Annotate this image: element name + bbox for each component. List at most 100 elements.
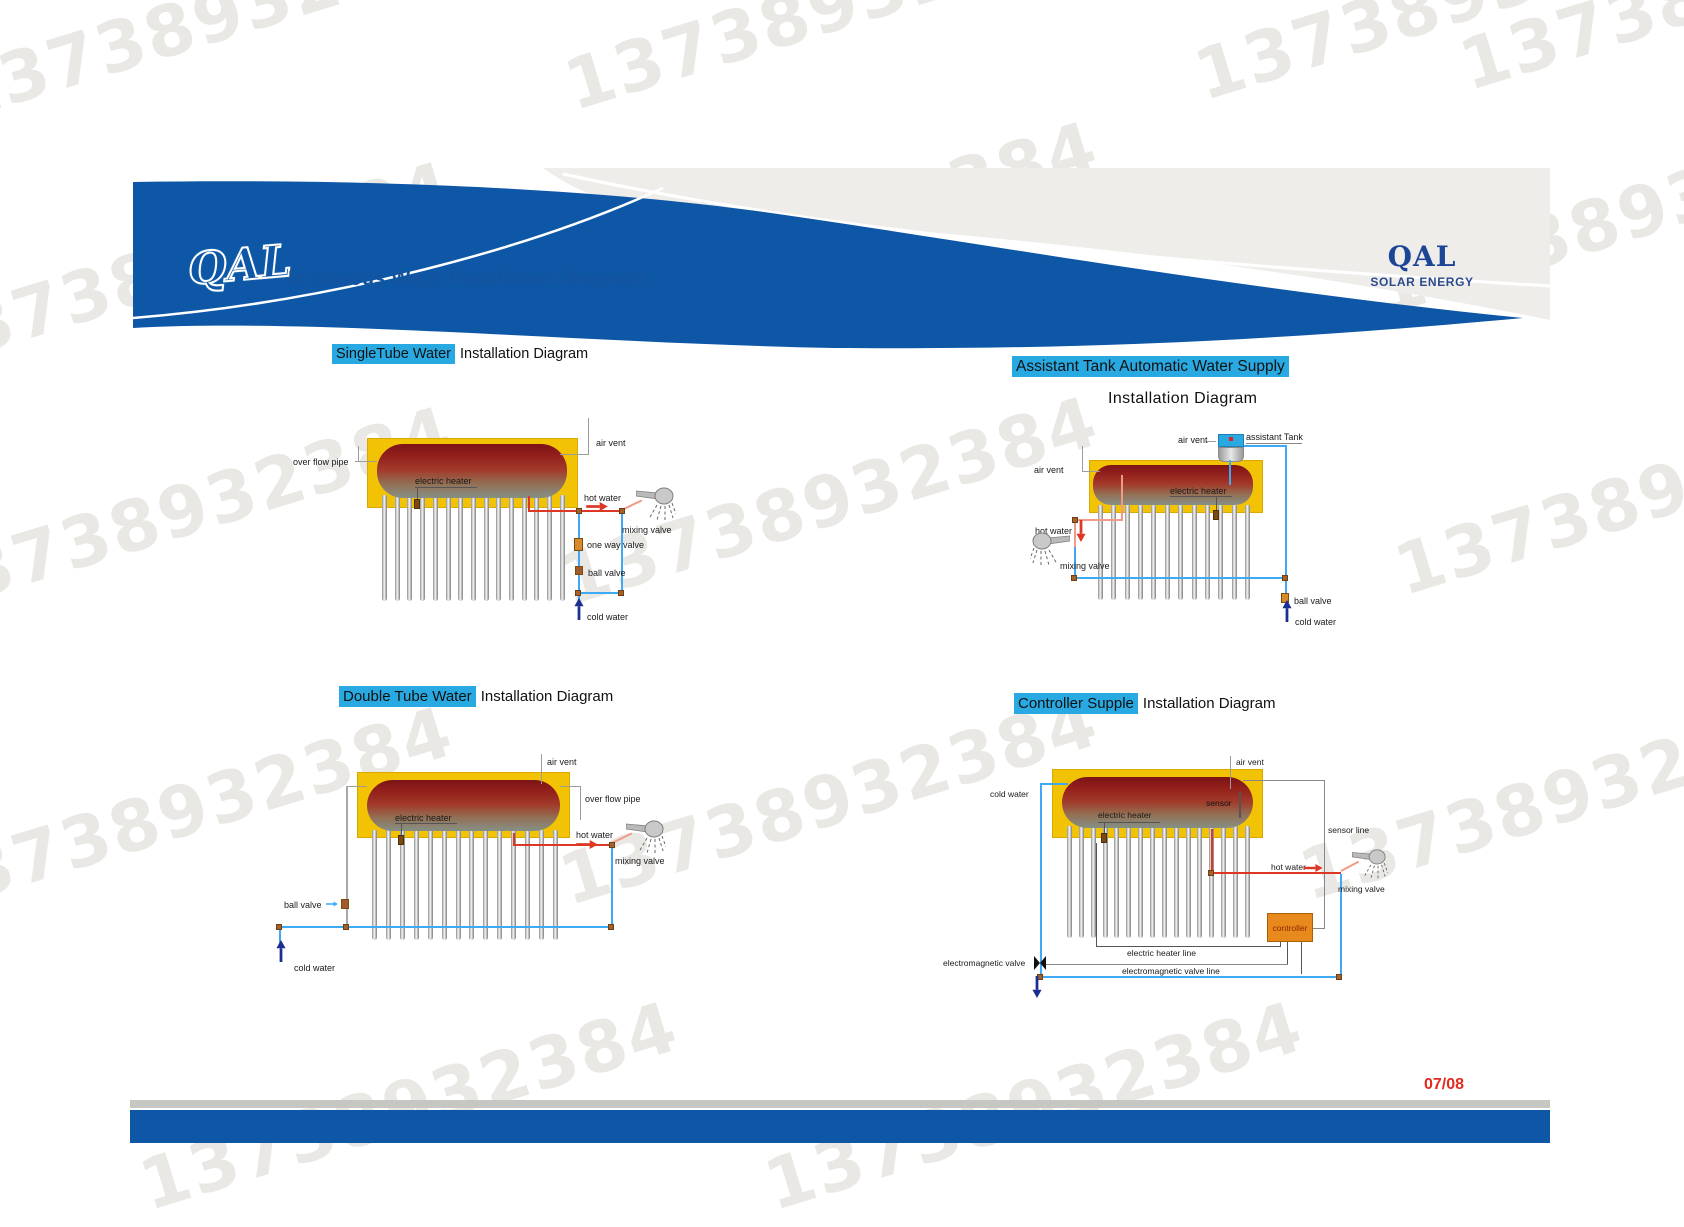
vacuum-tube <box>497 830 503 940</box>
pipe-joint <box>1071 575 1077 581</box>
vacuum-tube <box>458 495 464 601</box>
cold-water-pipe-left <box>578 512 580 604</box>
label-electric-heater: electric heater <box>395 813 452 823</box>
controller-box: controller <box>1267 913 1313 942</box>
hot-water-arrow-icon <box>1076 520 1086 542</box>
vacuum-tube <box>496 495 502 601</box>
vacuum-tube <box>1078 826 1084 938</box>
panel-controller: Controller Supple Installation Diagram ai… <box>900 680 1400 1000</box>
water-tank <box>367 780 560 831</box>
vacuum-tube <box>427 830 433 940</box>
air-vent-pipe <box>1230 756 1231 789</box>
vacuum-tube <box>372 830 377 940</box>
electric-heater-leader <box>1216 496 1217 512</box>
vacuum-tube <box>509 495 515 601</box>
panel-title: Assistant Tank Automatic Water Supply <box>1012 356 1289 377</box>
pipe-joint <box>618 590 624 596</box>
qal-logo: QAL <box>185 235 294 297</box>
over-flow-pipe-stub <box>358 446 359 462</box>
panel-title-rest: Installation Diagram <box>480 688 614 705</box>
label-cold-water: cold water <box>1295 617 1337 627</box>
electric-heater-element <box>414 499 420 509</box>
left-pipe-h <box>347 786 367 787</box>
pipe-joint <box>276 924 282 930</box>
electric-heater-line-up <box>1280 942 1281 947</box>
vacuum-tube <box>511 830 517 940</box>
label-mixing-valve: mixing valve <box>622 525 672 535</box>
label-over-flow-pipe: over flow pipe <box>585 794 641 804</box>
assistant-tank-body <box>1218 447 1244 462</box>
cold-water-arrow-icon <box>1032 976 1042 998</box>
vacuum-tube <box>407 495 413 601</box>
cold-water-pipe-bottom <box>1040 976 1342 978</box>
label-electric-heater: electric heater <box>1098 810 1152 820</box>
vacuum-tube <box>1098 505 1103 600</box>
label-air-vent: air vent <box>596 438 626 448</box>
vacuum-tube <box>1138 826 1144 938</box>
ball-valve <box>341 899 349 909</box>
hot-water-pipe-v <box>1211 829 1213 872</box>
water-tank <box>377 444 567 498</box>
vacuum-tube <box>559 495 565 601</box>
hot-water-arrow-icon <box>1303 864 1323 872</box>
panel-title-highlight: Assistant Tank Automatic Water Supply <box>1012 356 1289 377</box>
label-hot-water: hot water <box>1271 862 1306 872</box>
hot-water-arrow-icon <box>586 502 608 511</box>
ball-valve <box>1281 593 1289 603</box>
electromagnetic-valve-line <box>1044 964 1288 965</box>
air-vent-leader <box>1206 441 1216 442</box>
footer-gray-bar <box>130 1100 1550 1108</box>
panel-title-highlight: SingleTube Water <box>332 344 455 364</box>
hot-water-pipe-v <box>513 833 515 845</box>
vacuum-tube <box>552 830 558 940</box>
panel-title-highlight: Controller Supple <box>1014 693 1138 714</box>
air-vent-line <box>560 454 588 455</box>
vacuum-tube <box>1067 826 1072 938</box>
hot-water-pipe-h <box>1075 519 1123 521</box>
sensor-line-v <box>1324 780 1325 929</box>
panel-title-highlight: Double Tube Water <box>339 686 476 707</box>
pipe-joint <box>576 508 582 514</box>
pipe-joint <box>609 842 615 848</box>
vacuum-tube <box>1173 826 1179 938</box>
vacuum-tube <box>1138 505 1144 600</box>
label-hot-water: hot water <box>1035 526 1073 536</box>
pipe-joint <box>575 590 581 596</box>
cold-water-pipe-bottom <box>578 592 623 594</box>
label-sensor: sensor <box>1206 798 1232 808</box>
shower-head-icon <box>636 486 676 522</box>
air-vent-pipe <box>1082 446 1083 472</box>
vacuum-tube <box>1114 826 1120 938</box>
controller-box-label: controller <box>1272 922 1308 933</box>
vacuum-tube <box>441 830 447 940</box>
label-ball-valve: ball valve <box>284 900 322 910</box>
assistant-feed-pipe <box>1229 460 1231 485</box>
water-tank <box>1062 777 1253 828</box>
cold-water-pipe-right <box>611 846 613 928</box>
vacuum-tube <box>394 495 400 601</box>
label-one-way-valve: one way valve <box>587 540 645 550</box>
label-over-flow-pipe: over flow pipe <box>293 457 349 467</box>
assistant-supply-pipe-h <box>1244 445 1287 447</box>
cold-water-arrow-icon <box>1282 600 1292 622</box>
label-mixing-valve: mixing valve <box>1338 884 1385 894</box>
electric-heater-underline <box>1098 822 1160 823</box>
panel-title: Controller Supple Installation Diagram <box>1014 693 1275 714</box>
assistant-tank-leader <box>1246 443 1302 444</box>
vacuum-tube <box>534 495 540 601</box>
label-electric-heater: electric heater <box>1170 486 1227 496</box>
label-air-vent-left: air vent <box>1034 465 1064 475</box>
cold-water-inlet <box>279 928 281 944</box>
ball-valve-pointer-icon <box>326 901 338 907</box>
vacuum-tube <box>1090 826 1096 938</box>
electric-heater-element <box>398 835 404 845</box>
footer-blue-bar <box>130 1110 1550 1143</box>
one-way-valve <box>574 538 583 551</box>
vacuum-tube <box>432 495 438 601</box>
vacuum-tube <box>455 830 461 940</box>
cold-water-pipe-v <box>1040 783 1042 980</box>
vacuum-tube <box>1209 826 1215 938</box>
vacuum-tube <box>469 830 475 940</box>
vacuum-tube <box>1126 826 1132 938</box>
